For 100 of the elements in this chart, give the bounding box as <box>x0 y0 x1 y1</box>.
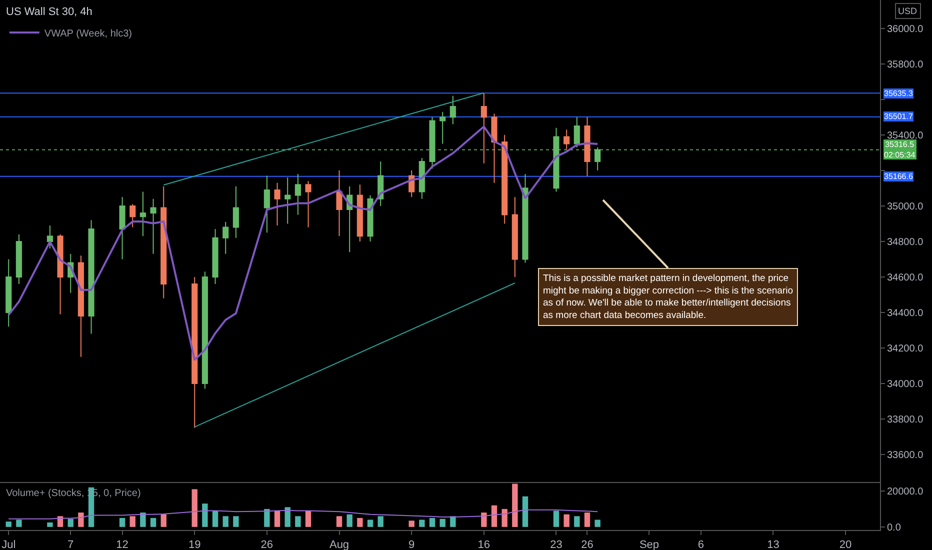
candlestick <box>491 113 498 184</box>
y-tick-label: 20000.0 <box>887 486 924 498</box>
bar <box>429 518 436 527</box>
annotation: This is a possible market pattern in development, the price might be making a bigger correction ---> this is the scenario as of now. We'll be able to make better/intelligent decisions as more chart data becomes available. <box>543 273 794 322</box>
bar <box>16 520 22 527</box>
bar <box>450 516 456 527</box>
bar <box>233 516 239 527</box>
bar <box>140 512 146 527</box>
bar <box>564 514 570 527</box>
bar <box>305 510 312 527</box>
bar <box>6 522 12 527</box>
y-tick-label: 34600.0 <box>887 272 924 284</box>
ref-line-label: 35635.3 <box>884 89 914 98</box>
candlestick <box>440 111 446 144</box>
y-tick-label: 33800.0 <box>887 414 924 426</box>
bar <box>78 512 84 527</box>
bar <box>295 516 301 527</box>
bar <box>68 518 74 527</box>
candlestick <box>140 191 146 237</box>
candlestick <box>553 127 560 192</box>
bar <box>119 518 126 527</box>
candlestick <box>212 228 218 285</box>
candlestick <box>222 221 229 254</box>
bar <box>574 516 580 527</box>
candlestick <box>305 180 312 228</box>
candlestick <box>584 116 590 177</box>
y-tick-label: 36000.0 <box>887 24 924 35</box>
bar <box>594 520 600 527</box>
bar <box>336 516 342 527</box>
legend-label: VWAP (Week, hlc3) <box>44 28 132 40</box>
bar <box>212 510 218 527</box>
x-tick-label: 20 <box>839 539 852 550</box>
candlestick <box>88 220 94 334</box>
bar <box>367 520 374 527</box>
bar <box>57 516 64 527</box>
bar <box>160 514 166 527</box>
ref-line-label: 35166.6 <box>884 172 914 181</box>
candlestick <box>232 186 239 238</box>
bar <box>584 512 590 527</box>
bar <box>222 516 228 527</box>
x-tick-label: 26 <box>260 539 274 550</box>
y-tick-label: 0.0 <box>887 522 902 534</box>
bar <box>202 504 208 527</box>
y-tick-label: 35000.0 <box>887 201 924 212</box>
bar <box>491 505 498 527</box>
bar <box>512 484 518 527</box>
x-tick-label: Jul <box>2 539 16 550</box>
candlestick <box>564 129 570 150</box>
bar <box>274 510 280 527</box>
bar <box>357 518 363 527</box>
bar <box>192 489 198 527</box>
candlestick <box>160 186 167 299</box>
bar <box>346 514 352 527</box>
y-tick-label: 34200.0 <box>887 343 924 354</box>
bar <box>440 518 446 527</box>
candlestick <box>336 170 342 237</box>
bar <box>264 508 270 527</box>
candlestick <box>502 134 508 224</box>
candlestick <box>6 258 12 328</box>
y-tick-label: 33600.0 <box>887 450 924 461</box>
bar <box>150 518 156 527</box>
candlestick <box>16 234 22 285</box>
candlestick <box>57 234 64 315</box>
candlestick <box>356 184 363 242</box>
candlestick <box>150 198 156 254</box>
y-tick-label: 35800.0 <box>887 59 924 70</box>
candlestick <box>274 182 280 226</box>
x-tick-label: 26 <box>581 539 594 550</box>
candlestick <box>119 196 126 260</box>
x-tick-label: 23 <box>550 539 562 550</box>
candlestick <box>192 276 198 428</box>
bar <box>378 516 384 527</box>
candlestick <box>202 271 208 390</box>
candlestick <box>450 95 456 125</box>
bar <box>522 496 528 527</box>
candlestick <box>130 204 136 228</box>
candlestick <box>264 175 270 234</box>
x-tick-label: 19 <box>188 539 201 550</box>
candlestick <box>429 116 436 170</box>
bar <box>553 510 560 527</box>
bar <box>408 520 414 527</box>
candlestick <box>574 116 580 148</box>
bar <box>284 507 290 527</box>
x-tick-label: 7 <box>68 539 74 550</box>
y-tick-label: 34400.0 <box>887 308 924 319</box>
x-tick-label: 13 <box>767 539 780 550</box>
text: US Wall St 30, 4h <box>6 6 92 18</box>
ref-line-label: 35501.7 <box>884 112 914 121</box>
bar <box>130 516 136 527</box>
x-tick-label: 16 <box>478 539 490 550</box>
candlestick <box>294 173 301 216</box>
x-tick-label: 6 <box>698 539 704 550</box>
candlestick <box>418 158 425 200</box>
candlestick <box>46 224 53 250</box>
y-tick-label: 35400.0 <box>887 130 924 142</box>
x-tick-label: 9 <box>408 539 415 550</box>
candlestick <box>512 196 518 278</box>
candlestick <box>367 194 374 242</box>
y-tick-label: 34000.0 <box>887 378 924 390</box>
line-series <box>8 509 598 520</box>
